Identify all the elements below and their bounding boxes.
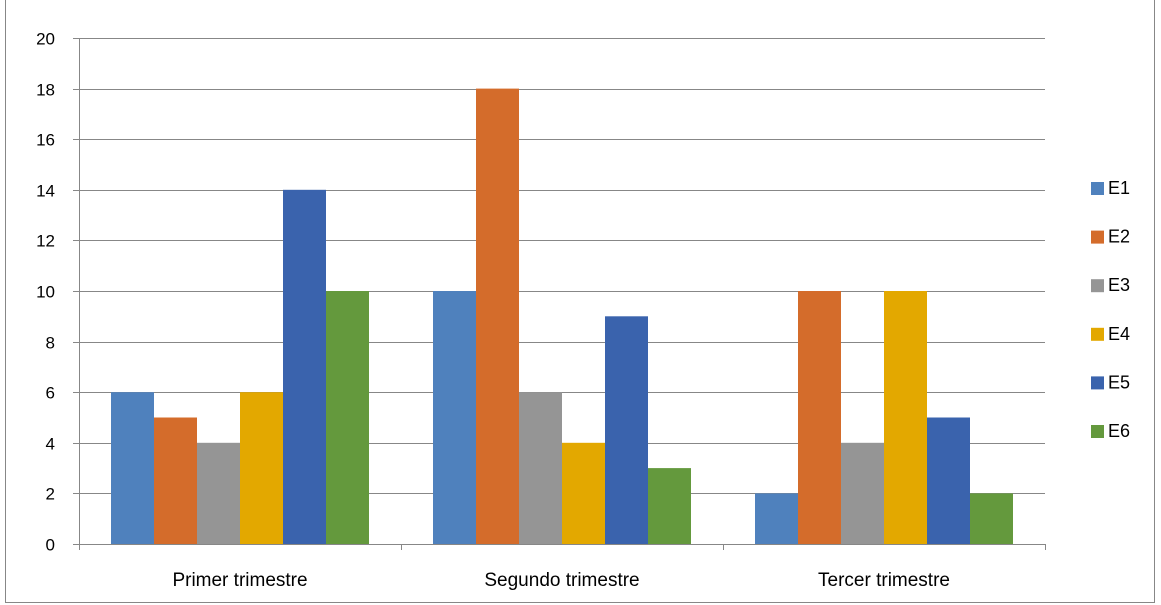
legend-swatch-e2 [1091, 230, 1104, 244]
bar-e1-1 [433, 291, 476, 544]
legend-swatch-e1 [1091, 182, 1104, 195]
bar-e4-1 [562, 442, 605, 544]
bar-e4-2 [884, 291, 927, 544]
legend-swatch-e3 [1091, 279, 1104, 293]
legend-label-e4: E4 [1108, 324, 1130, 344]
y-tick-label: 14 [36, 182, 55, 201]
x-category-label: Primer trimestre [172, 570, 307, 591]
bar-e3-0 [197, 442, 240, 544]
y-tick-label: 20 [36, 30, 55, 49]
bar-e5-1 [605, 316, 648, 544]
legend-label-e6: E6 [1108, 421, 1130, 441]
bar-e6-2 [970, 493, 1013, 544]
bar-e5-0 [283, 189, 326, 545]
bar-e6-0 [326, 291, 369, 544]
x-category-label: Segundo trimestre [484, 570, 639, 591]
y-tick-label: 2 [46, 485, 55, 504]
legend-label-e5: E5 [1108, 372, 1130, 392]
y-tick-label: 8 [46, 334, 55, 353]
bar-e4-0 [240, 392, 283, 544]
legend: E1 E2 E3 E4 E5 E6 [1091, 178, 1130, 441]
y-tick-label: 4 [46, 435, 55, 454]
y-tick-label: 10 [36, 283, 55, 302]
bar-e2-2 [798, 291, 841, 544]
bar-e1-0 [111, 392, 154, 544]
legend-swatch-e6 [1091, 425, 1104, 438]
y-tick-label: 6 [46, 384, 55, 403]
bar-e1-2 [755, 493, 798, 544]
legend-label-e1: E1 [1108, 178, 1130, 198]
y-tick-label: 12 [36, 232, 55, 251]
legend-label-e2: E2 [1108, 227, 1130, 247]
bar-e3-1 [519, 392, 562, 544]
chart-frame [5, 0, 1155, 603]
bar-e3-2 [841, 442, 884, 544]
legend-label-e3: E3 [1108, 275, 1130, 295]
bar-e2-1 [476, 88, 519, 544]
legend-swatch-e4 [1091, 327, 1104, 341]
bar-e6-1 [648, 468, 691, 544]
y-tick-label: 18 [36, 81, 55, 100]
y-tick-label: 0 [46, 536, 55, 555]
axes: 0 2 4 6 8 10 12 14 16 18 20 Primer trimestre Segundo… [36, 30, 1046, 591]
bar-e5-2 [927, 417, 970, 544]
bars [111, 88, 1013, 545]
bar-e2-0 [154, 417, 197, 544]
legend-swatch-e5 [1091, 376, 1104, 390]
x-category-label: Tercer trimestre [818, 570, 950, 591]
y-tick-label: 16 [36, 131, 55, 150]
